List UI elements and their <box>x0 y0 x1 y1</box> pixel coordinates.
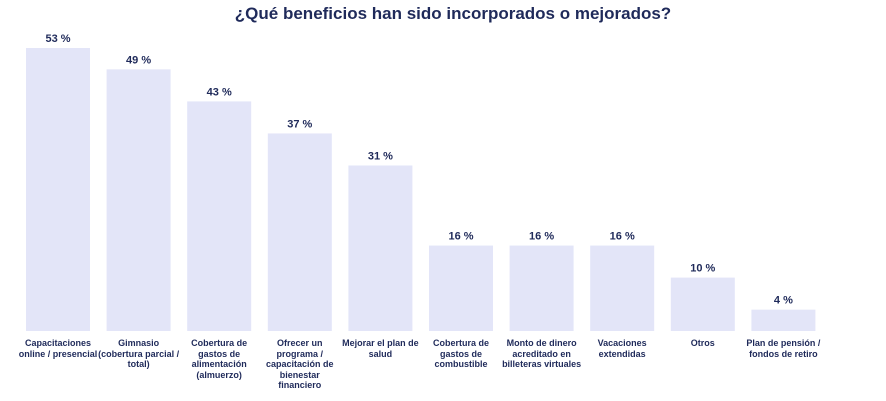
category-label: Mejorar el plan de salud <box>342 338 419 359</box>
category-label: Otros <box>690 338 715 348</box>
bar <box>670 277 735 331</box>
bar <box>187 101 252 331</box>
category-label: Cobertura de gastos de alimentación (alm… <box>191 338 248 380</box>
category-label: Cobertura de gastos de combustible <box>432 338 489 369</box>
category-label: Plan de pensión / fondos de retiro <box>746 338 821 359</box>
bar <box>267 133 332 331</box>
bar <box>26 48 90 331</box>
bar <box>509 245 574 331</box>
chart-title: ¿Qué beneficios han sido incorporados o … <box>234 4 672 23</box>
data-label: 53 % <box>45 33 70 45</box>
data-label: 16 % <box>610 231 635 243</box>
bar <box>751 309 816 331</box>
data-label: 43 % <box>207 86 232 98</box>
data-label: 37 % <box>287 118 312 130</box>
data-label: 4 % <box>774 295 793 307</box>
bar <box>348 165 413 331</box>
data-label: 16 % <box>448 231 473 243</box>
category-label: Vacaciones extendidas <box>597 338 647 359</box>
bar <box>590 245 655 331</box>
data-label: 16 % <box>529 231 554 243</box>
category-label: Capacitaciones online / presencial <box>18 338 98 359</box>
category-label: Gimnasio (cobertura parcial / total) <box>98 338 180 369</box>
data-label: 49 % <box>126 54 151 66</box>
data-label: 10 % <box>690 263 715 275</box>
data-label: 31 % <box>368 150 393 162</box>
category-label: Monto de dinero acreditado en billeteras… <box>502 338 582 369</box>
bar <box>106 69 171 331</box>
bar <box>429 245 493 331</box>
category-label: Ofrecer un programa / capacitación de bi… <box>266 338 334 390</box>
